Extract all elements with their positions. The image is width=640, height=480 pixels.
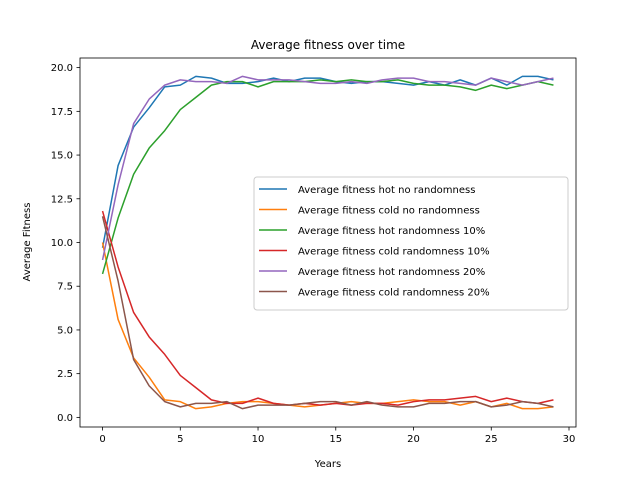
legend-label: Average fitness cold no randomness <box>298 206 480 217</box>
y-tick-label: 15.0 <box>51 151 73 162</box>
y-tick-label: 2.5 <box>57 369 73 380</box>
chart-title: Average fitness over time <box>251 38 405 52</box>
x-tick-label: 10 <box>252 434 265 445</box>
x-tick-label: 30 <box>563 434 576 445</box>
x-tick-label: 20 <box>407 434 420 445</box>
y-axis-label: Average Fitness <box>22 203 33 282</box>
x-tick-label: 0 <box>99 434 105 445</box>
series-line-4 <box>101 210 554 406</box>
y-axis-ticks: 0.0 2.5 5.0 7.5 10.0 12.5 15.0 17.5 20.0 <box>51 63 80 424</box>
x-tick-label: 5 <box>177 434 183 445</box>
x-tick-label: 15 <box>329 434 342 445</box>
legend-label: Average fitness cold randomness 10% <box>298 247 490 258</box>
legend-label: Average fitness cold randomness 20% <box>298 288 490 299</box>
y-tick-label: 10.0 <box>51 238 73 249</box>
y-tick-label: 7.5 <box>57 282 73 293</box>
legend-label: Average fitness hot randomness 10% <box>298 226 485 237</box>
x-axis-label: Years <box>314 459 341 470</box>
x-axis-ticks: 0 5 10 15 20 25 30 <box>99 427 575 445</box>
x-tick-label: 25 <box>485 434 498 445</box>
y-tick-label: 20.0 <box>51 63 73 74</box>
series-layer <box>101 75 554 410</box>
y-tick-label: 12.5 <box>51 194 73 205</box>
legend-label: Average fitness hot randomness 20% <box>298 267 485 278</box>
series-line-6 <box>101 216 554 410</box>
y-tick-label: 0.0 <box>57 413 73 424</box>
legend-label: Average fitness hot no randomness <box>298 185 475 196</box>
series-line-5 <box>101 75 554 261</box>
legend: Average fitness hot no randomness Average… <box>253 176 569 311</box>
series-line-3 <box>101 79 554 275</box>
legend-box <box>253 176 569 311</box>
y-tick-label: 5.0 <box>57 325 73 336</box>
y-tick-label: 17.5 <box>51 107 73 118</box>
plot-area: 0 5 10 15 20 25 30 0.0 2.5 5.0 7.5 10.0 12.5 15.0 17.… <box>51 57 577 445</box>
